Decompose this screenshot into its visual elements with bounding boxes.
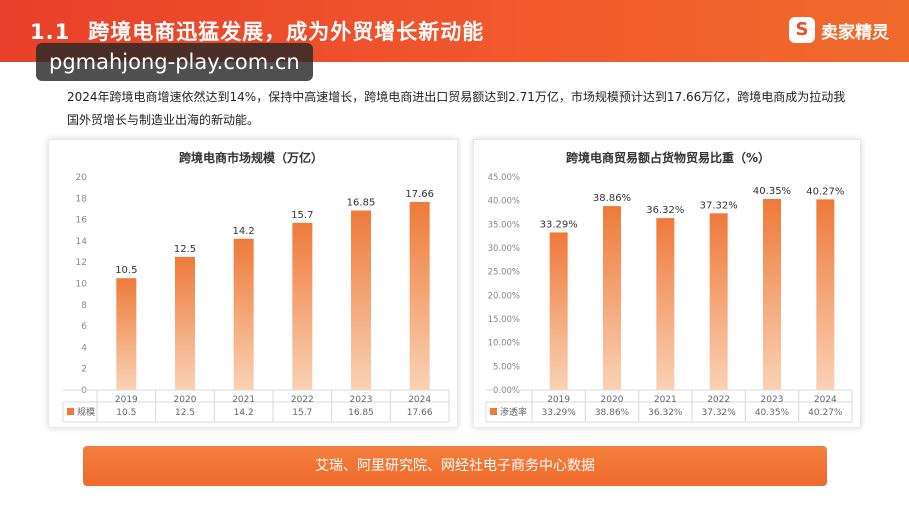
source-note: 艾瑞、阿里研究院、网经社电子商务中心数据 [83,446,827,486]
table-value: 12.5 [175,408,195,418]
bar [351,210,371,390]
data-label: 33.29% [540,219,578,230]
table-value: 36.32% [648,408,683,418]
brand-name: 卖家精灵 [821,22,889,43]
y-tick-label: 2 [81,365,87,375]
x-tick-label: 2021 [654,395,677,405]
table-value: 38.86% [595,408,630,418]
table-value: 14.2 [234,408,254,418]
y-tick-label: 10.00% [488,339,520,349]
table-value: 37.32% [702,408,737,418]
data-label: 40.35% [753,186,791,197]
data-label: 14.2 [233,226,255,237]
data-label: 38.86% [593,193,631,204]
market-size-chart-panel: 跨境电商市场规模（万亿） 0 2 4 6 8 10 12 14 16 18 20 规模 10.5 2019 1… [48,139,458,428]
x-tick-label: 2021 [232,395,255,405]
x-tick-label: 2024 [814,395,837,405]
x-tick-label: 2019 [115,395,138,405]
y-tick-label: 0 [81,386,87,396]
data-label: 17.66 [405,189,434,200]
data-label: 40.27% [806,186,844,197]
data-label: 37.32% [700,200,738,211]
x-tick-label: 2022 [291,395,314,405]
x-tick-label: 2022 [707,395,730,405]
y-tick-label: 0.00% [493,386,520,396]
table-value: 40.35% [755,408,790,418]
y-tick-label: 12 [76,258,87,268]
y-tick-label: 6 [81,322,87,332]
y-tick-label: 40.00% [488,197,520,207]
y-tick-label: 10 [76,280,88,290]
bar [763,199,781,390]
legend-label: 渗透率 [500,406,527,418]
bar [292,222,313,390]
y-tick-label: 25.00% [488,268,520,278]
bar [116,278,137,390]
y-tick-label: 8 [81,301,87,311]
data-label: 15.7 [291,210,313,221]
x-tick-label: 2020 [174,395,197,405]
y-tick-label: 18 [76,194,88,204]
y-tick-label: 20.00% [488,291,520,301]
trade-share-chart: 跨境电商贸易额占货物贸易比重（%） 0.00% 5.00% 10.00% 15.00% 2… [485,150,853,423]
legend-swatch [490,408,497,415]
y-tick-label: 20 [76,173,88,183]
y-tick-label: 30.00% [488,244,520,254]
x-tick-label: 2024 [408,395,431,405]
table-value: 40.27% [808,408,843,418]
bar [549,232,568,390]
data-label: 36.32% [646,205,684,216]
table-value: 17.66 [407,408,433,418]
chart-title: 跨境电商贸易额占货物贸易比重（%） [566,150,770,165]
trade-share-chart-panel: 跨境电商贸易额占货物贸易比重（%） 0.00% 5.00% 10.00% 15.00% 2… [473,139,861,428]
data-label: 16.85 [347,198,376,209]
y-tick-label: 14 [76,237,88,247]
bar [656,218,675,390]
table-value: 15.7 [292,408,312,418]
x-tick-label: 2020 [601,395,624,405]
bar [233,238,254,390]
bar [175,256,195,390]
bar [409,201,430,390]
section-number: 1.1 [30,20,71,44]
chart-title: 跨境电商市场规模（万亿） [179,150,323,165]
x-tick-label: 2023 [761,395,784,405]
y-tick-label: 15.00% [488,315,520,325]
bar [603,206,621,390]
market-size-chart: 跨境电商市场规模（万亿） 0 2 4 6 8 10 12 14 16 18 20 规模 10.5 2019 1… [62,150,450,423]
table-value: 16.85 [348,408,374,418]
x-tick-label: 2023 [350,395,373,405]
data-label: 10.5 [115,265,137,276]
y-tick-label: 45.00% [488,173,520,183]
S-logo-icon: S [789,17,815,43]
y-tick-label: 16 [76,216,88,226]
y-tick-label: 35.00% [488,220,520,230]
section-title: 跨境电商迅猛发展，成为外贸增长新动能 [88,20,485,44]
bar [816,199,835,390]
intro-paragraph: 2024年跨境电商增速依然达到14%，保持中高速增长，跨境电商进出口贸易额达到2… [67,90,846,127]
watermark-overlay: pgmahjong-play.com.cn [36,43,313,81]
page-title: 1.1 跨境电商迅猛发展，成为外贸增长新动能 [30,16,484,46]
table-value: 10.5 [116,408,136,418]
bar [709,213,728,390]
legend-label: 规模 [77,407,95,418]
y-tick-label: 4 [81,343,87,353]
legend-swatch [67,408,74,415]
data-label: 12.5 [174,244,196,255]
brand-logo: S 卖家精灵 [789,17,889,43]
x-tick-label: 2019 [547,395,570,405]
y-tick-label: 5.00% [493,362,520,372]
table-value: 33.29% [542,408,577,418]
